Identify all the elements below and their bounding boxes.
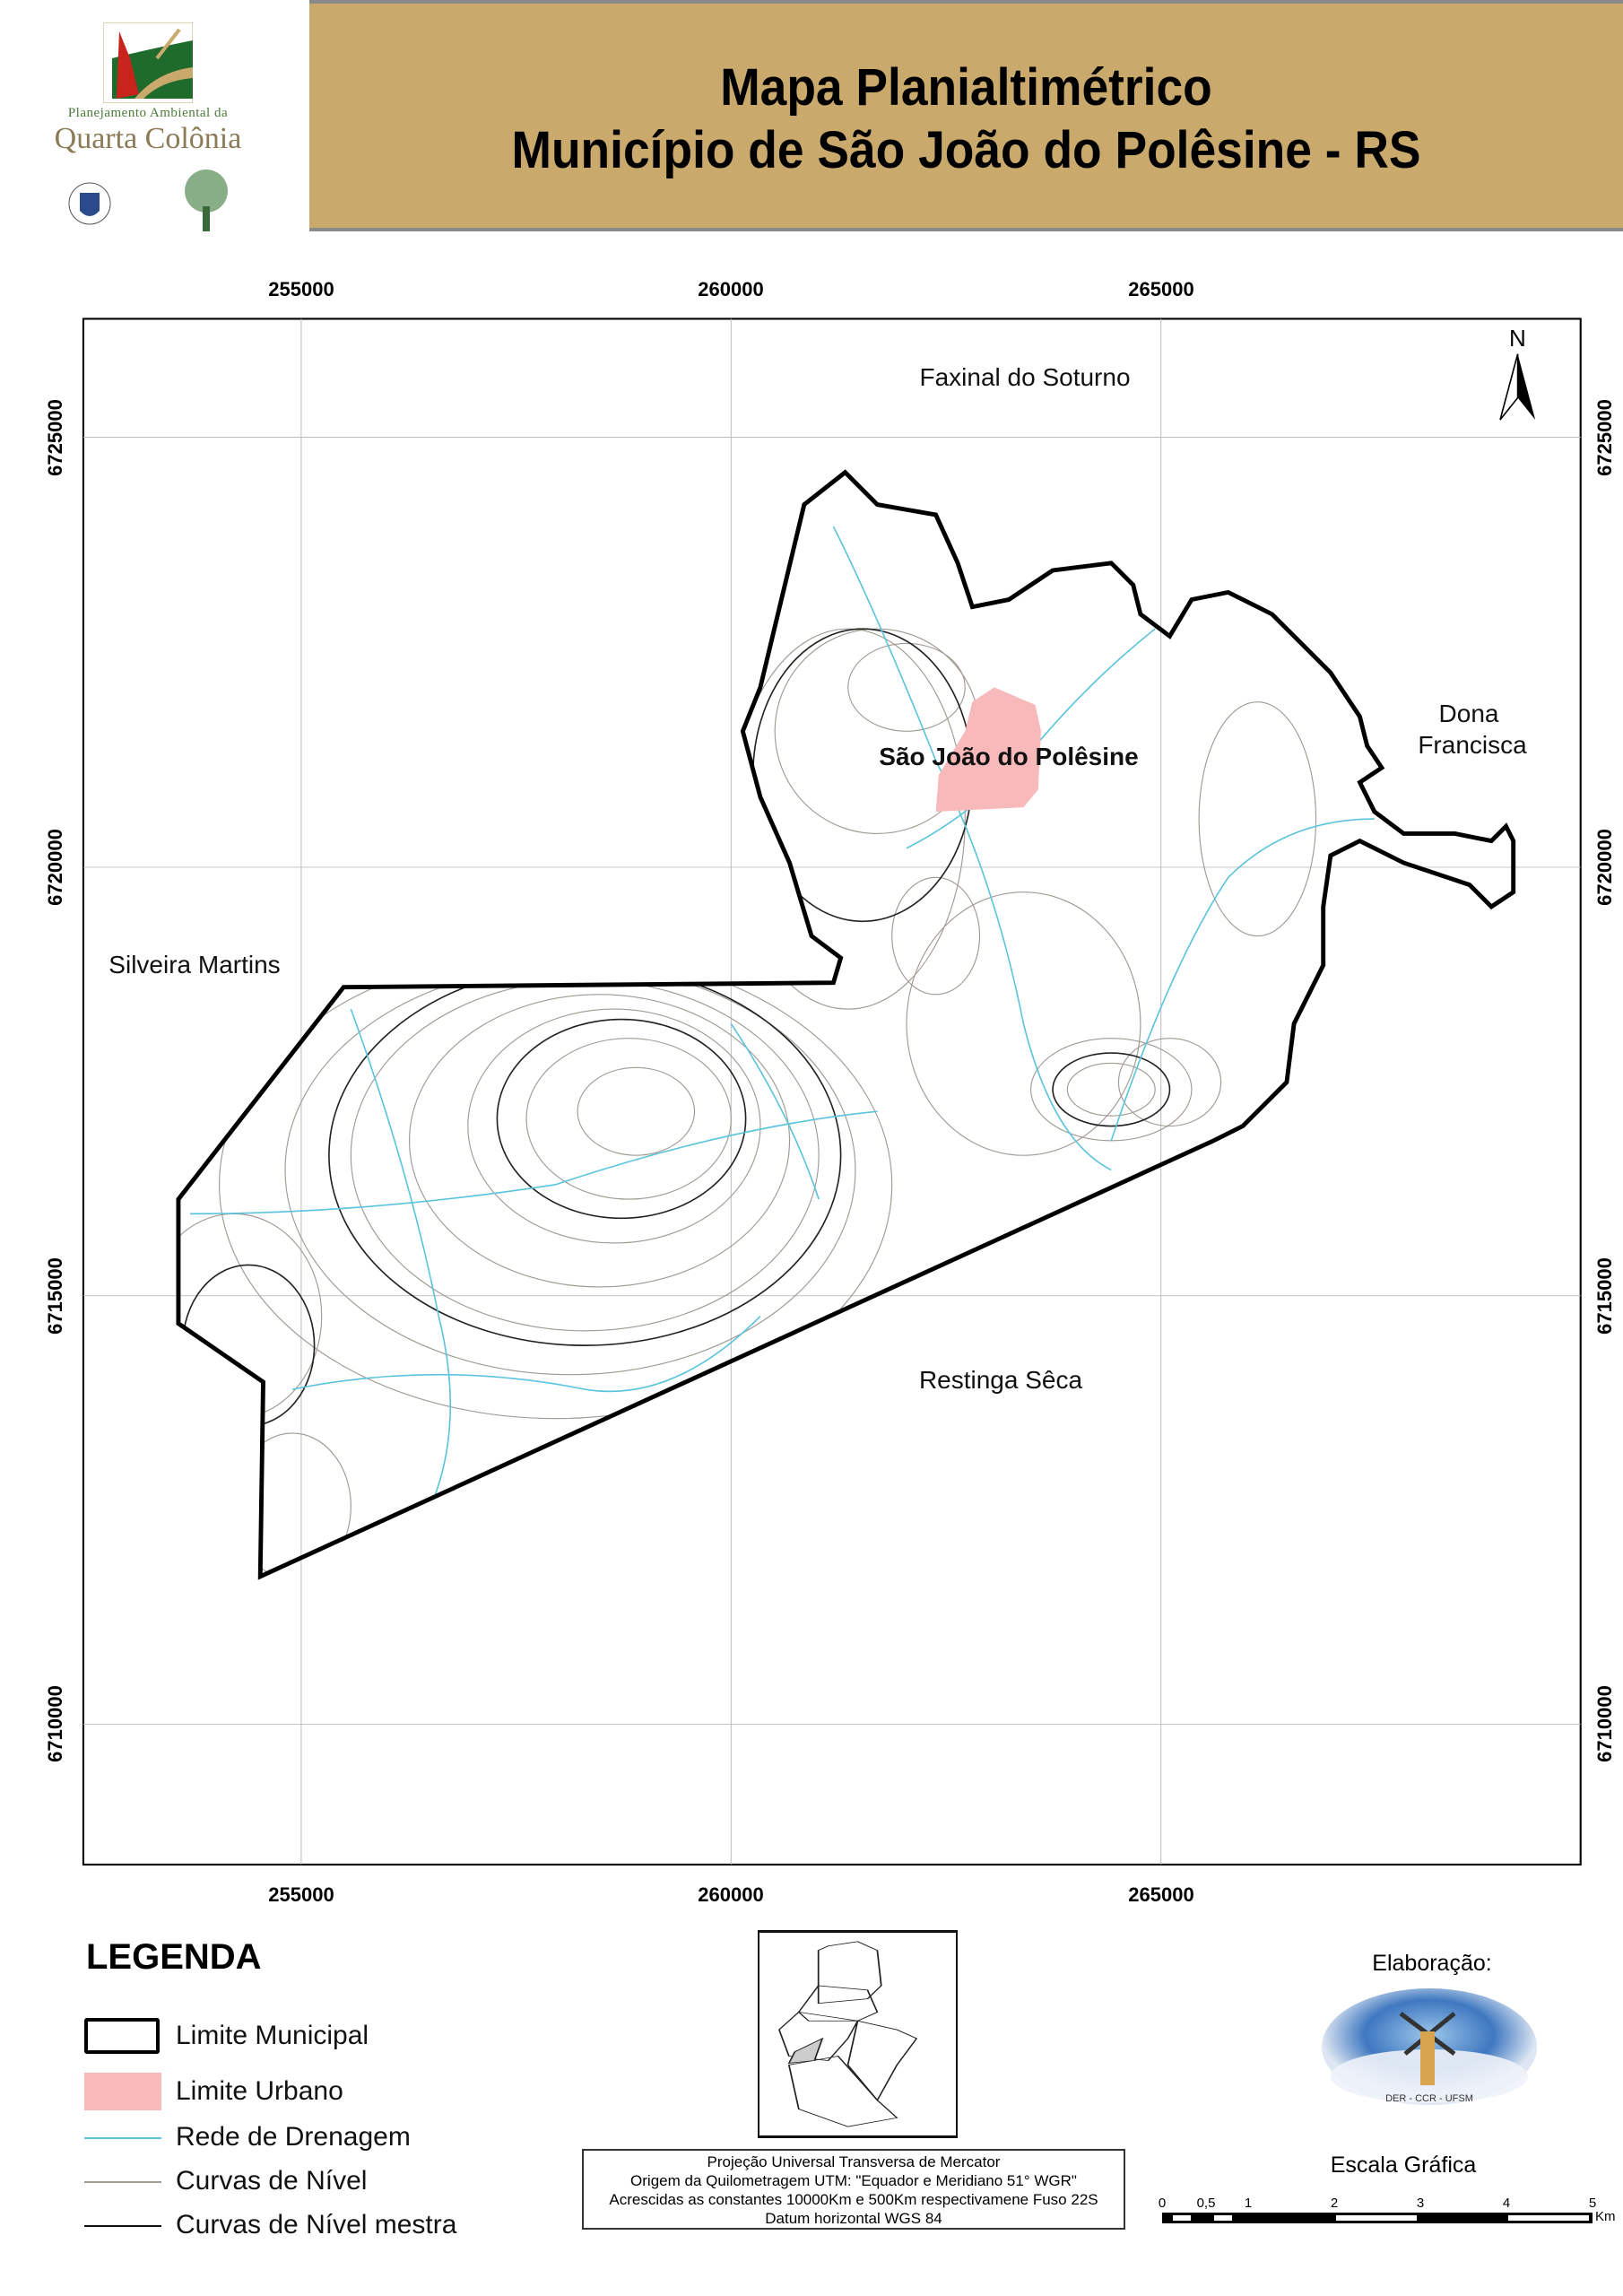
north-label: N [1509, 325, 1526, 352]
place-silveira-martins: Silveira Martins [108, 951, 281, 978]
projection-line1: Projeção Universal Transversa de Mercato… [707, 2153, 1001, 2170]
tree-logo-icon [185, 170, 228, 231]
y-tick-right-6710000: 6710000 [1593, 1685, 1616, 1762]
x-tick-bottom-255000: 255000 [268, 1883, 334, 1906]
scale-label-5: 5 [1588, 2196, 1597, 2211]
scale-label-0-5: 0,5 [1196, 2196, 1216, 2211]
legend-label-contour: Curvas de Nível [176, 2166, 368, 2196]
logo-bottom-text: DER - CCR - UFSM [1385, 2093, 1473, 2104]
place-faxinal-do-soturno: Faxinal do Soturno [919, 363, 1131, 391]
scale-title: Escala Gráfica [1330, 2152, 1477, 2178]
logo-text-line1: Planejamento Ambiental da [67, 106, 229, 120]
legend-title: LEGENDA [86, 1937, 262, 1977]
logo-emblem-icon [103, 22, 193, 103]
map-subtitle: Município de São João do Polêsine - RS [511, 121, 1421, 179]
y-tick-left-6710000: 6710000 [44, 1685, 66, 1762]
x-tick-top-265000: 265000 [1128, 278, 1194, 300]
quarta-colonia-logo: Planejamento Ambiental da Quarta Colônia [9, 0, 305, 233]
projection-line3: Acrescidas as constantes 10000Km e 500Km… [609, 2191, 1098, 2208]
y-tick-left-6725000: 6725000 [44, 399, 66, 476]
place-sao-joao-do-polesine: São João do Polêsine [879, 743, 1139, 770]
legend-label-master-contour: Curvas de Nível mestra [176, 2210, 457, 2239]
scale-label-3: 3 [1416, 2196, 1425, 2211]
x-tick-top-255000: 255000 [268, 278, 334, 300]
place-dona-francisca-line1: Dona [1438, 700, 1499, 727]
legend-urban-symbol [84, 2073, 161, 2110]
geoprocessing-lab-logo: DER - CCR - UFSM [1322, 1988, 1537, 2105]
y-tick-right-6720000: 6720000 [1593, 829, 1616, 906]
projection-info: Projeção Universal Transversa de Mercato… [582, 2149, 1125, 2230]
scale-label-1: 1 [1244, 2196, 1253, 2211]
scale-label-0: 0 [1158, 2196, 1167, 2211]
legend-contour-symbol [84, 2181, 161, 2183]
legend-master-contour-symbol [84, 2225, 161, 2227]
y-tick-right-6725000: 6725000 [1593, 399, 1616, 476]
municipal-boundary [176, 469, 1516, 1580]
y-tick-right-6715000: 6715000 [1593, 1257, 1616, 1335]
locator-map-outline [777, 1941, 918, 2127]
ufsm-crest-icon [68, 182, 111, 225]
locator-highlight [787, 2037, 824, 2064]
scale-bar [1162, 2213, 1593, 2223]
legend-label-urban: Limite Urbano [176, 2076, 343, 2106]
place-restinga-seca: Restinga Sêca [918, 1366, 1083, 1394]
projection-line2: Origem da Quilometragem UTM: "Equador e … [630, 2172, 1077, 2189]
map-title: Mapa Planialtimétrico [720, 58, 1212, 117]
y-tick-left-6715000: 6715000 [44, 1257, 66, 1335]
legend-drainage-symbol [84, 2137, 161, 2139]
place-dona-francisca-line2: Francisca [1418, 731, 1527, 759]
title-banner: Mapa Planialtimétrico Município de São J… [309, 0, 1623, 231]
scale-label-2: 2 [1330, 2196, 1339, 2211]
x-tick-bottom-265000: 265000 [1128, 1883, 1194, 1906]
scale-label-4: 4 [1502, 2196, 1511, 2211]
locator-inset-map [758, 1930, 958, 2138]
projection-line4: Datum horizontal WGS 84 [765, 2210, 942, 2227]
urban-area [935, 687, 1042, 812]
scale-unit: Km [1595, 2209, 1616, 2224]
drainage-network [189, 526, 1375, 1522]
legend-label-drainage: Rede de Drenagem [176, 2122, 411, 2152]
logo-text-line2: Quarta Colônia [54, 122, 242, 155]
x-tick-bottom-260000: 260000 [698, 1883, 764, 1906]
map-frame [82, 317, 1582, 1866]
legend-boundary-symbol [84, 2018, 160, 2054]
credits-label: Elaboração: [1372, 1951, 1492, 1976]
legend-label-municipal: Limite Municipal [176, 2021, 369, 2050]
north-arrow-icon [1499, 353, 1536, 421]
x-tick-top-260000: 260000 [698, 278, 764, 300]
y-tick-left-6720000: 6720000 [44, 829, 66, 906]
